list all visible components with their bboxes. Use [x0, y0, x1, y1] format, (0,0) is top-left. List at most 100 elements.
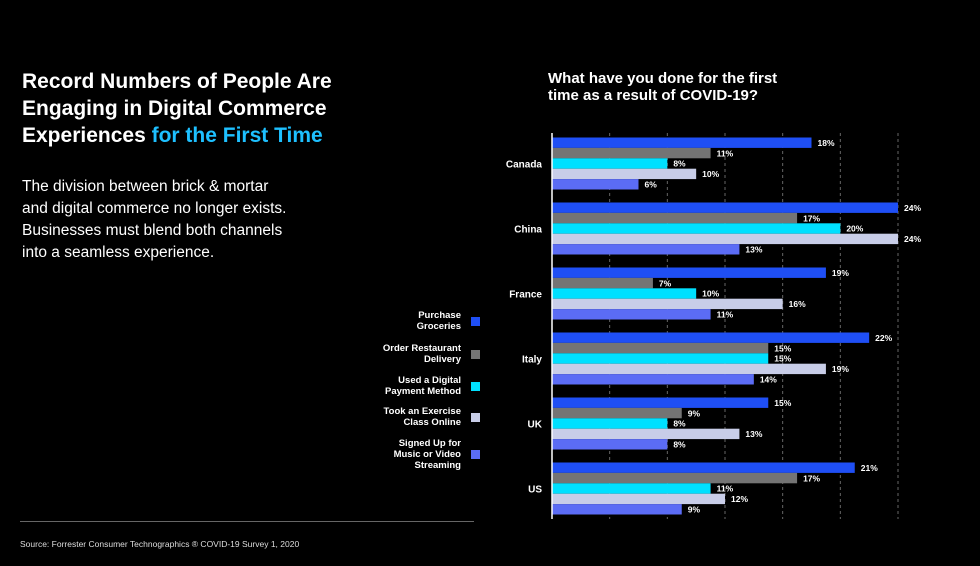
legend-label-line: Delivery — [424, 354, 461, 365]
bar — [552, 212, 798, 224]
legend-label-line: Streaming — [414, 460, 461, 471]
legend-swatch — [471, 412, 480, 422]
legend-item-payment: Used a Digital Payment Method — [340, 375, 480, 397]
bar — [552, 342, 769, 354]
data-label: 10% — [702, 289, 719, 299]
headline-line-3: Experiences — [22, 124, 152, 147]
bar — [552, 353, 769, 364]
legend-label: Purchase Groceries — [351, 310, 461, 332]
body-text: The division between brick & mortar and … — [22, 176, 332, 264]
legend-label-line: Groceries — [416, 321, 461, 332]
bar — [552, 158, 668, 169]
data-label: 24% — [904, 234, 921, 244]
bar — [552, 428, 740, 440]
data-label: 12% — [731, 494, 748, 504]
bar — [552, 202, 898, 213]
data-label: 15% — [774, 398, 791, 408]
bar — [552, 309, 711, 320]
data-label: 11% — [717, 484, 734, 494]
data-label: 9% — [688, 408, 701, 418]
data-label: 13% — [745, 245, 762, 255]
source-note: Source: Forrester Consumer Technographic… — [20, 539, 300, 549]
bar — [552, 418, 668, 429]
bar — [552, 483, 711, 494]
data-label: 19% — [832, 268, 849, 278]
data-label: 17% — [803, 473, 820, 483]
legend-item-restaurant: Order Restaurant Delivery — [340, 343, 480, 365]
bar — [552, 233, 898, 245]
legend-label-line: Order Restaurant — [382, 343, 461, 354]
bar — [552, 223, 841, 234]
body-line-3: Businesses must blend both channels — [22, 222, 283, 239]
data-label: 11% — [717, 148, 734, 158]
data-label: 8% — [673, 440, 686, 450]
legend-label: Took an Exercise Class Online — [351, 406, 461, 428]
chart-title: What have you done for the first time as… — [548, 70, 868, 104]
data-label: 6% — [645, 180, 658, 190]
headline-line-1: Record Numbers of People Are — [22, 70, 332, 93]
bar — [552, 168, 697, 180]
data-label: 10% — [702, 169, 719, 179]
category-label: Italy — [522, 355, 542, 366]
data-label: 16% — [789, 299, 806, 309]
data-label: 24% — [904, 203, 921, 213]
category-label: US — [528, 485, 542, 496]
chart-title-line-2: time as a result of COVID-19? — [548, 87, 759, 104]
legend-label-line: Music or Video — [393, 449, 461, 460]
bar-chart: Canada 18% 11% 8% 10% 6% China 24% 17% 20% 24% 13% F… — [506, 133, 921, 519]
legend-swatch — [471, 349, 480, 359]
data-label: 8% — [673, 419, 686, 429]
legend-item-exercise: Took an Exercise Class Online — [340, 406, 480, 428]
legend-label-line: Signed Up for — [398, 438, 461, 449]
category-label: Canada — [506, 160, 543, 171]
data-label: 17% — [803, 213, 820, 223]
legend-label: Order Restaurant Delivery — [351, 343, 461, 365]
legend-swatch — [471, 450, 480, 459]
data-label: 20% — [846, 224, 863, 234]
data-label: 13% — [745, 429, 762, 439]
footer-divider — [20, 521, 474, 522]
bar — [552, 332, 870, 343]
legend-swatch — [471, 316, 480, 326]
data-label: 11% — [717, 310, 734, 320]
bar — [552, 397, 769, 408]
bar — [552, 244, 740, 255]
category-label: France — [509, 290, 542, 301]
bar — [552, 363, 826, 375]
legend-label-line: Purchase — [418, 310, 461, 321]
data-label: 19% — [832, 364, 849, 374]
bar — [552, 462, 855, 473]
body-line-2: and digital commerce no longer exists. — [22, 200, 287, 217]
data-label: 21% — [861, 463, 878, 473]
bar — [552, 179, 639, 190]
bar — [552, 137, 812, 148]
legend-label-line: Payment Method — [384, 386, 461, 397]
body-line-1: The division between brick & mortar — [22, 178, 269, 195]
bar — [552, 374, 754, 385]
data-label: 7% — [659, 278, 672, 288]
category-label: China — [514, 225, 542, 236]
bar — [552, 472, 798, 484]
bar — [552, 504, 682, 515]
bar — [552, 147, 711, 159]
data-label: 14% — [760, 375, 777, 385]
legend-label-line: Took an Exercise — [383, 406, 461, 417]
legend-item-groceries: Purchase Groceries — [340, 310, 480, 332]
legend-label-line: Used a Digital — [398, 375, 461, 386]
bar — [552, 288, 697, 299]
body-line-4: into a seamless experience. — [22, 244, 215, 261]
bar — [552, 277, 653, 289]
bar — [552, 298, 783, 310]
data-label: 9% — [688, 505, 701, 515]
bar — [552, 439, 668, 450]
chart-title-line-1: What have you done for the first — [548, 70, 778, 87]
legend-swatch — [471, 381, 480, 391]
data-label: 15% — [774, 343, 791, 353]
legend-label: Used a Digital Payment Method — [351, 375, 461, 397]
bar — [552, 267, 826, 278]
bar — [552, 493, 725, 505]
data-label: 15% — [774, 354, 791, 364]
data-label: 22% — [875, 333, 892, 343]
data-label: 8% — [673, 159, 686, 169]
bar — [552, 407, 682, 419]
